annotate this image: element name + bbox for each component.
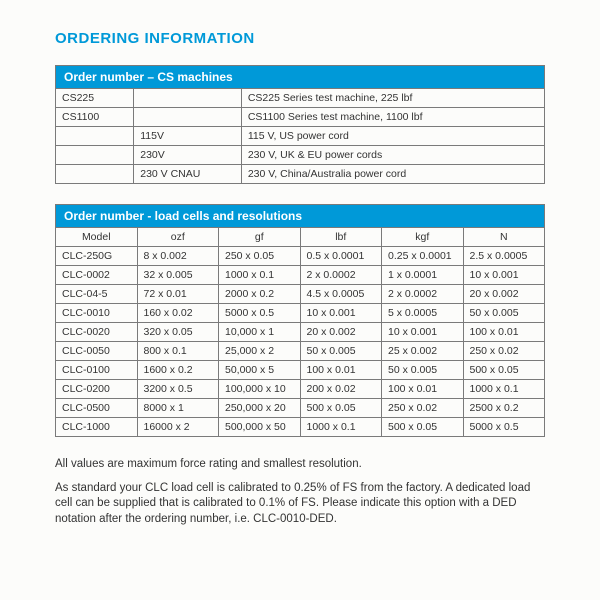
table-cell: CLC-0020	[56, 323, 138, 342]
table1-title: Order number – CS machines	[56, 66, 545, 89]
table-cell: 10,000 x 1	[219, 323, 301, 342]
column-header: lbf	[300, 228, 382, 247]
table-cell: CS1100 Series test machine, 1100 lbf	[241, 108, 544, 127]
table-cell: 160 x 0.02	[137, 304, 219, 323]
column-header: kgf	[382, 228, 464, 247]
table2-title: Order number - load cells and resolution…	[56, 205, 545, 228]
table-cell: 3200 x 0.5	[137, 380, 219, 399]
table-cell: 320 x 0.05	[137, 323, 219, 342]
table-cell: 250,000 x 20	[219, 399, 301, 418]
table-cell: 50 x 0.005	[382, 361, 464, 380]
table-cell: 25,000 x 2	[219, 342, 301, 361]
table-cell: 20 x 0.002	[300, 323, 382, 342]
table-cell: 1000 x 0.1	[463, 380, 545, 399]
table-cell	[134, 108, 242, 127]
table-cell: 5 x 0.0005	[382, 304, 464, 323]
table-cell: 500,000 x 50	[219, 418, 301, 437]
table-cell: 500 x 0.05	[300, 399, 382, 418]
table-cell: 230V	[134, 146, 242, 165]
table-cell: CS225 Series test machine, 225 lbf	[241, 89, 544, 108]
table-cell	[56, 165, 134, 184]
table-cell: 0.25 x 0.0001	[382, 247, 464, 266]
table-cell: CLC-0010	[56, 304, 138, 323]
cs-machines-table: Order number – CS machines CS225 CS225 Se…	[55, 65, 545, 184]
table-cell: 1600 x 0.2	[137, 361, 219, 380]
table-cell: 1 x 0.0001	[382, 266, 464, 285]
table-cell: 100 x 0.01	[300, 361, 382, 380]
table-cell: 230 V, UK & EU power cords	[241, 146, 544, 165]
table-cell: CLC-0200	[56, 380, 138, 399]
load-cells-table: Order number - load cells and resolution…	[55, 204, 545, 437]
table-cell: CLC-0100	[56, 361, 138, 380]
table-cell: 10 x 0.001	[300, 304, 382, 323]
table-cell: 10 x 0.001	[382, 323, 464, 342]
column-header: Model	[56, 228, 138, 247]
table-cell: CS225	[56, 89, 134, 108]
table-cell: 250 x 0.02	[463, 342, 545, 361]
table-cell: 2000 x 0.2	[219, 285, 301, 304]
table-cell: 230 V CNAU	[134, 165, 242, 184]
table-cell: CLC-0002	[56, 266, 138, 285]
footnote-1: All values are maximum force rating and …	[55, 457, 545, 473]
table-cell: 115V	[134, 127, 242, 146]
table-cell: CLC-1000	[56, 418, 138, 437]
table-cell: 115 V, US power cord	[241, 127, 544, 146]
table-cell: 20 x 0.002	[463, 285, 545, 304]
table-cell: 2 x 0.0002	[382, 285, 464, 304]
table-cell: 16000 x 2	[137, 418, 219, 437]
page-heading: ORDERING INFORMATION	[55, 30, 545, 47]
table-cell: 5000 x 0.5	[463, 418, 545, 437]
table-cell: 1000 x 0.1	[219, 266, 301, 285]
column-header: ozf	[137, 228, 219, 247]
table-cell: 50 x 0.005	[300, 342, 382, 361]
table-cell: CLC-0050	[56, 342, 138, 361]
table-cell: 800 x 0.1	[137, 342, 219, 361]
table-cell	[56, 146, 134, 165]
footnote-2: As standard your CLC load cell is calibr…	[55, 481, 545, 528]
table-cell: 100,000 x 10	[219, 380, 301, 399]
table-cell	[56, 127, 134, 146]
table-cell: 500 x 0.05	[463, 361, 545, 380]
column-header: gf	[219, 228, 301, 247]
table-cell: 230 V, China/Australia power cord	[241, 165, 544, 184]
table-cell	[134, 89, 242, 108]
table-cell: 5000 x 0.5	[219, 304, 301, 323]
table-cell: CLC-250G	[56, 247, 138, 266]
table-cell: 2 x 0.0002	[300, 266, 382, 285]
table-cell: 200 x 0.02	[300, 380, 382, 399]
column-header: N	[463, 228, 545, 247]
table-cell: 8 x 0.002	[137, 247, 219, 266]
table-cell: 100 x 0.01	[463, 323, 545, 342]
table-cell: 0.5 x 0.0001	[300, 247, 382, 266]
table-cell: 25 x 0.002	[382, 342, 464, 361]
table-cell: 1000 x 0.1	[300, 418, 382, 437]
table-cell: CS1100	[56, 108, 134, 127]
table-cell: 250 x 0.02	[382, 399, 464, 418]
table-cell: 10 x 0.001	[463, 266, 545, 285]
table-cell: 2500 x 0.2	[463, 399, 545, 418]
table-cell: 100 x 0.01	[382, 380, 464, 399]
table-cell: 50 x 0.005	[463, 304, 545, 323]
table-cell: 8000 x 1	[137, 399, 219, 418]
table-cell: 50,000 x 5	[219, 361, 301, 380]
table-cell: 500 x 0.05	[382, 418, 464, 437]
table-cell: 2.5 x 0.0005	[463, 247, 545, 266]
table-cell: 4.5 x 0.0005	[300, 285, 382, 304]
table-cell: 32 x 0.005	[137, 266, 219, 285]
table-cell: 72 x 0.01	[137, 285, 219, 304]
table-cell: CLC-04-5	[56, 285, 138, 304]
table-cell: 250 x 0.05	[219, 247, 301, 266]
table-cell: CLC-0500	[56, 399, 138, 418]
